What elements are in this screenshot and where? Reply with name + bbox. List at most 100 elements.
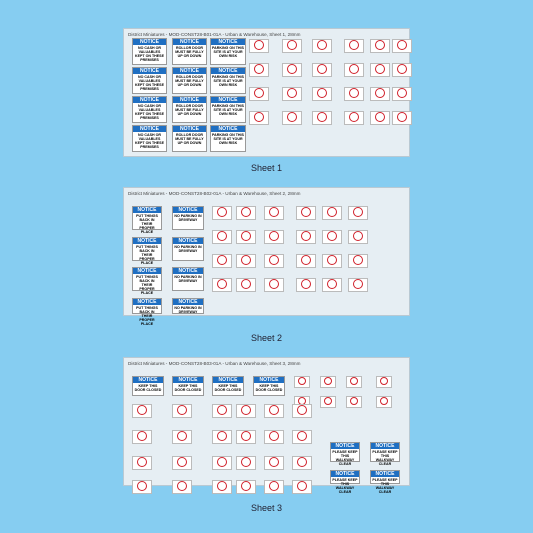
notice-decal: NOTICE PARKING ON THIS SITE IS AT YOUR OW… [210,67,246,94]
prohibition-icon [349,39,359,50]
notice-decal: NOTICE KEEP THIS DOOR CLOSED [132,376,164,396]
prohibition-icon [301,230,311,241]
notice-title: NOTICE [173,207,203,213]
notice-text: ROLLOR DOOR MUST BE FULLY UP OR DOWN [175,74,204,87]
small-decal [348,278,368,292]
prohibition-icon [397,111,407,122]
small-decal [376,376,392,388]
notice-text: ROLLOR DOOR MUST BE FULLY UP OR DOWN [175,132,204,145]
notice-decal: NOTICE NO CASH OR VALUABLES KEPT ON THESE… [132,125,167,152]
prohibition-icon [287,63,297,74]
small-decal [296,278,316,292]
small-decal [132,480,152,494]
small-decal [322,254,342,268]
notice-title: NOTICE [331,471,359,477]
prohibition-icon [327,230,337,241]
sheet-caption: Sheet 3 [250,503,283,513]
notice-decal: NOTICE PARKING ON THIS SITE IS AT YOUR OW… [210,38,246,65]
small-decal [249,39,269,53]
small-decal [370,87,390,101]
small-decal [392,87,412,101]
prohibition-icon [297,430,307,441]
notice-title: NOTICE [133,97,166,103]
prohibition-icon [269,456,279,467]
notice-text: KEEP THIS DOOR CLOSED [214,383,242,392]
small-decal [172,404,192,418]
prohibition-icon [241,430,251,441]
small-decal [236,404,256,418]
notice-text: PLEASE KEEP THIS WALKWAY CLEAR [332,449,358,466]
small-decal [264,206,284,220]
small-decal [264,278,284,292]
prohibition-icon [241,206,251,217]
prohibition-icon [327,278,337,289]
prohibition-icon [254,63,264,74]
prohibition-icon [177,430,187,441]
prohibition-icon [380,397,388,405]
notice-text: ROLLOR DOOR MUST BE FULLY UP OR DOWN [175,103,204,116]
small-decal [282,39,302,53]
prohibition-icon [375,87,385,98]
notice-decal: NOTICE ROLLOR DOOR MUST BE FULLY UP OR DO… [172,67,207,94]
notice-decal: NOTICE NO PARKING IN DRIVEWAY [172,267,204,291]
notice-title: NOTICE [331,443,359,449]
notice-text: NO CASH OR VALUABLES KEPT ON THESE PREMI… [135,45,164,62]
notice-title: NOTICE [211,68,245,74]
small-decal [236,254,256,268]
notice-text: NO PARKING IN DRIVEWAY [174,305,202,314]
notice-title: NOTICE [133,268,161,274]
notice-title: NOTICE [371,443,399,449]
prohibition-icon [177,404,187,415]
small-decal [212,404,232,418]
small-decal [348,254,368,268]
small-decal [322,206,342,220]
notice-text: PLEASE KEEP THIS WALKWAY CLEAR [332,477,358,494]
small-decal [344,39,364,53]
prohibition-icon [301,278,311,289]
small-decal [392,39,412,53]
prohibition-icon [241,456,251,467]
small-decal [348,230,368,244]
small-decal [236,430,256,444]
small-decal [264,404,284,418]
notice-text: KEEP THIS DOOR CLOSED [134,383,162,392]
prohibition-icon [137,480,147,491]
small-decal [320,396,336,408]
small-decal [282,87,302,101]
notice-title: NOTICE [173,299,203,305]
small-decal [172,430,192,444]
prohibition-icon [317,87,327,98]
small-decal [292,480,312,494]
small-decal [292,430,312,444]
small-decal [264,230,284,244]
prohibition-icon [217,456,227,467]
small-decal [236,480,256,494]
prohibition-icon [217,278,227,289]
prohibition-icon [217,254,227,265]
notice-text: PLEASE KEEP THIS WALKWAY CLEAR [372,449,398,466]
small-decal [348,206,368,220]
prohibition-icon [380,377,388,385]
decal-sheet: District Miniatures - MOD-CONST28-B02-01… [123,187,410,326]
small-decal [172,456,192,470]
small-decal [346,396,362,408]
prohibition-icon [375,111,385,122]
small-decal [370,39,390,53]
decal-sheet: District Miniatures - MOD-CONST28-B01-01… [123,28,412,157]
prohibition-icon [269,278,279,289]
notice-title: NOTICE [133,39,166,45]
prohibition-icon [349,63,359,74]
prohibition-icon [297,480,307,491]
prohibition-icon [349,87,359,98]
notice-decal: NOTICE PARKING ON THIS SITE IS AT YOUR OW… [210,96,246,123]
sheet-caption: Sheet 2 [250,333,283,343]
small-decal [212,254,232,268]
prohibition-icon [137,404,147,415]
small-decal [370,111,390,125]
notice-text: NO PARKING IN DRIVEWAY [174,213,202,222]
notice-decal: NOTICE NO PARKING IN DRIVEWAY [172,298,204,314]
prohibition-icon [397,87,407,98]
prohibition-icon [317,39,327,50]
notice-text: PUT THINGS BACK IN THEIR PROPER PLACE [136,213,158,234]
